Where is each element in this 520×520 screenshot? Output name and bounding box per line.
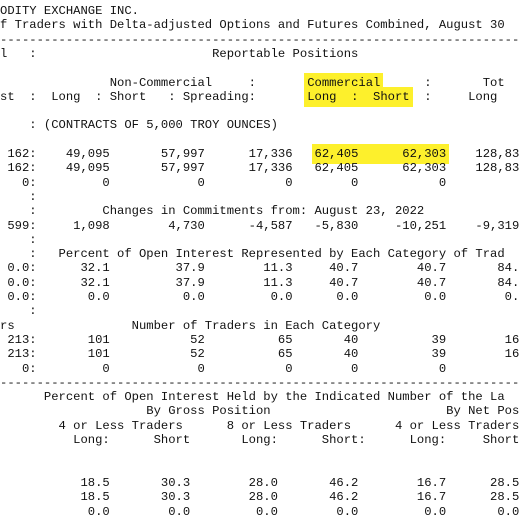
report-text: By Gross Position By Net Pos xyxy=(0,404,520,419)
report-line: f Traders with Delta-adjusted Options an… xyxy=(0,18,505,32)
report-text: rs Number of Traders in Each Category xyxy=(0,318,381,333)
report-line: ----------------------------------------… xyxy=(0,376,520,390)
report-text: : Percent of Open Interest Represented b… xyxy=(0,247,505,262)
report-text: f Traders with Delta-adjusted Options an… xyxy=(0,18,505,33)
report-line: 0: 0 0 0 0 0 0 xyxy=(0,362,520,376)
report-line: 213: 101 52 65 40 39 166 xyxy=(0,333,520,347)
report-text: : xyxy=(0,232,37,247)
highlighted-text: Commercial xyxy=(307,75,381,90)
report-line: : xyxy=(0,304,37,319)
report-text: 213: 101 52 65 40 39 166 xyxy=(0,332,520,347)
report-text: ODITY EXCHANGE INC. xyxy=(0,4,139,18)
report-text: 0: 0 0 0 0 0 0 xyxy=(0,361,520,376)
report-line: st : Long : Short : Spreading: Long : Sh… xyxy=(0,89,498,104)
report-text: : Tot xyxy=(380,75,505,90)
report-line: 599: 1,098 4,730 -4,587 -5,830 -10,251 -… xyxy=(0,219,519,233)
report-line: 0.0: 0.0 0.0 0.0 0.0 0.0 0.0 xyxy=(0,290,520,304)
highlighted-text: 62,405 62,303 xyxy=(314,147,447,161)
report-line: Percent of Open Interest Held by the Ind… xyxy=(0,390,505,404)
report-line: 162: 49,095 57,997 17,336 62,405 62,303 … xyxy=(0,147,520,161)
report-text: 0.0: 32.1 37.9 11.3 40.7 40.7 84.1 xyxy=(0,261,520,276)
report-text: 128,836 xyxy=(446,147,520,161)
report-text: 213: 101 52 65 40 39 166 xyxy=(0,347,520,362)
report-text: 599: 1,098 4,730 -4,587 -5,830 -10,251 -… xyxy=(0,218,520,233)
report-line: : (CONTRACTS OF 5,000 TROY OUNCES) xyxy=(0,118,278,132)
report-line: ODITY EXCHANGE INC. xyxy=(0,4,139,18)
report-text: l : Reportable Positions xyxy=(0,46,359,61)
report-line: 162: 49,095 57,997 17,336 62,405 62,303 … xyxy=(0,161,520,175)
report-text: : xyxy=(0,189,37,204)
report-line: 0.0: 32.1 37.9 11.3 40.7 40.7 84.1 xyxy=(0,261,520,275)
report-line: : xyxy=(0,189,37,204)
report-text: ----------------------------------------… xyxy=(0,375,520,390)
report-text: 162: 49,095 57,997 17,336 62,405 62,303 … xyxy=(0,161,520,176)
report-line: : xyxy=(0,232,37,247)
report-text: 18.5 30.3 28.0 46.2 16.7 28.5 xyxy=(0,490,520,505)
report-line: By Gross Position By Net Pos xyxy=(0,404,519,418)
report-line: rs Number of Traders in Each Category xyxy=(0,319,380,333)
report-text: 0.0 0.0 0.0 0.0 0.0 0.0 xyxy=(0,504,520,519)
report-line: l : Reportable Positions xyxy=(0,47,358,61)
report-text: 18.5 30.3 28.0 46.2 16.7 28.5 xyxy=(0,475,520,490)
report-text: 0.0: 32.1 37.9 11.3 40.7 40.7 84.1 xyxy=(0,275,520,290)
report-line: 4 or Less Traders 8 or Less Traders 4 or… xyxy=(0,418,520,433)
report-line: 0: 0 0 0 0 0 0 xyxy=(0,176,520,190)
report-line: 0.0: 32.1 37.9 11.3 40.7 40.7 84.1 xyxy=(0,276,520,290)
report-line: Long: Short Long: Short: Long: Short xyxy=(0,433,519,447)
report-text: 0: 0 0 0 0 0 0 xyxy=(0,175,520,190)
report-line: Non-Commercial : Commercial : Tot xyxy=(0,75,505,90)
highlighted-text: Long : Short xyxy=(307,89,410,104)
report-text: : (CONTRACTS OF 5,000 TROY OUNCES) xyxy=(0,118,278,133)
report-text: 162: 49,095 57,997 17,336 xyxy=(0,147,315,161)
report-line: 18.5 30.3 28.0 46.2 16.7 28.5 xyxy=(0,476,519,490)
report-text: 0.0: 0.0 0.0 0.0 0.0 0.0 0.0 xyxy=(0,290,520,304)
report-text: Percent of Open Interest Held by the Ind… xyxy=(0,390,505,405)
report-line: : Percent of Open Interest Represented b… xyxy=(0,247,505,262)
report-text: st : Long : Short : Spreading: xyxy=(0,89,308,104)
report-line: 213: 101 52 65 40 39 166 xyxy=(0,347,520,361)
report-line: : Changes in Commitments from: August 23… xyxy=(0,204,424,218)
report-text: Non-Commercial : xyxy=(0,75,308,90)
report-text: Long: Short Long: Short: Long: Short xyxy=(0,433,520,447)
report-text: ----------------------------------------… xyxy=(0,32,520,47)
report-line: ----------------------------------------… xyxy=(0,33,520,47)
report-text: : Changes in Commitments from: August 23… xyxy=(0,204,425,219)
report-text: : Long xyxy=(409,89,498,104)
report-text: 4 or Less Traders 8 or Less Traders 4 or… xyxy=(0,418,520,433)
report-line: 18.5 30.3 28.0 46.2 16.7 28.5 xyxy=(0,490,519,504)
report-text: : xyxy=(0,304,37,319)
report-line: 0.0 0.0 0.0 0.0 0.0 0.0 xyxy=(0,504,520,519)
